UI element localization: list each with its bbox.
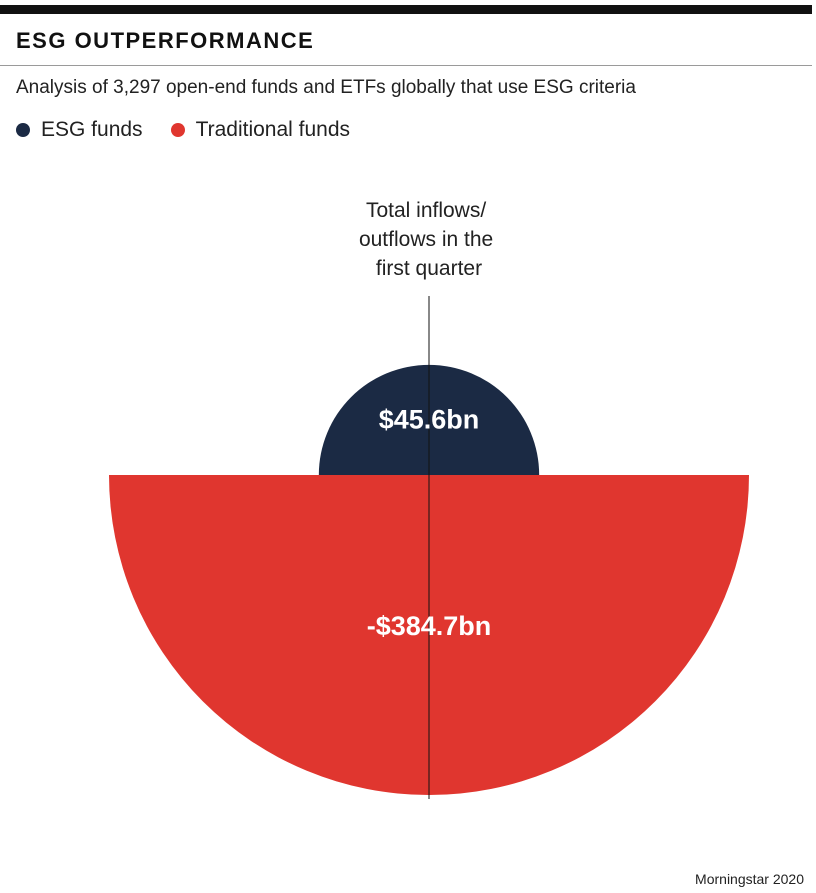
axis-annotation-line-2: outflows in the [359,228,493,251]
data-label-esg: $45.6bn [379,405,480,435]
legend-swatch-esg [16,123,30,137]
top-rule-bar [0,5,812,14]
legend-swatch-traditional [170,123,185,137]
legend: ESG funds Traditional funds [16,118,378,142]
legend-label-traditional: Traditional funds [195,118,351,141]
data-label-traditional: -$384.7bn [367,611,492,641]
axis-annotation: Total inflows/ outflows in the first qua… [359,199,499,280]
axis-annotation-line-3: first quarter [376,257,482,280]
legend-item-traditional: Traditional funds [170,118,351,142]
chart-subtitle: Analysis of 3,297 open-end funds and ETF… [16,77,636,98]
source-note: Morningstar 2020 [695,871,804,887]
chart-title: ESG OUTPERFORMANCE [16,28,315,53]
axis-annotation-line-1: Total inflows/ [366,199,486,222]
legend-item-esg: ESG funds [16,118,143,142]
legend-label-esg: ESG funds [41,118,143,141]
title-divider [0,65,812,66]
